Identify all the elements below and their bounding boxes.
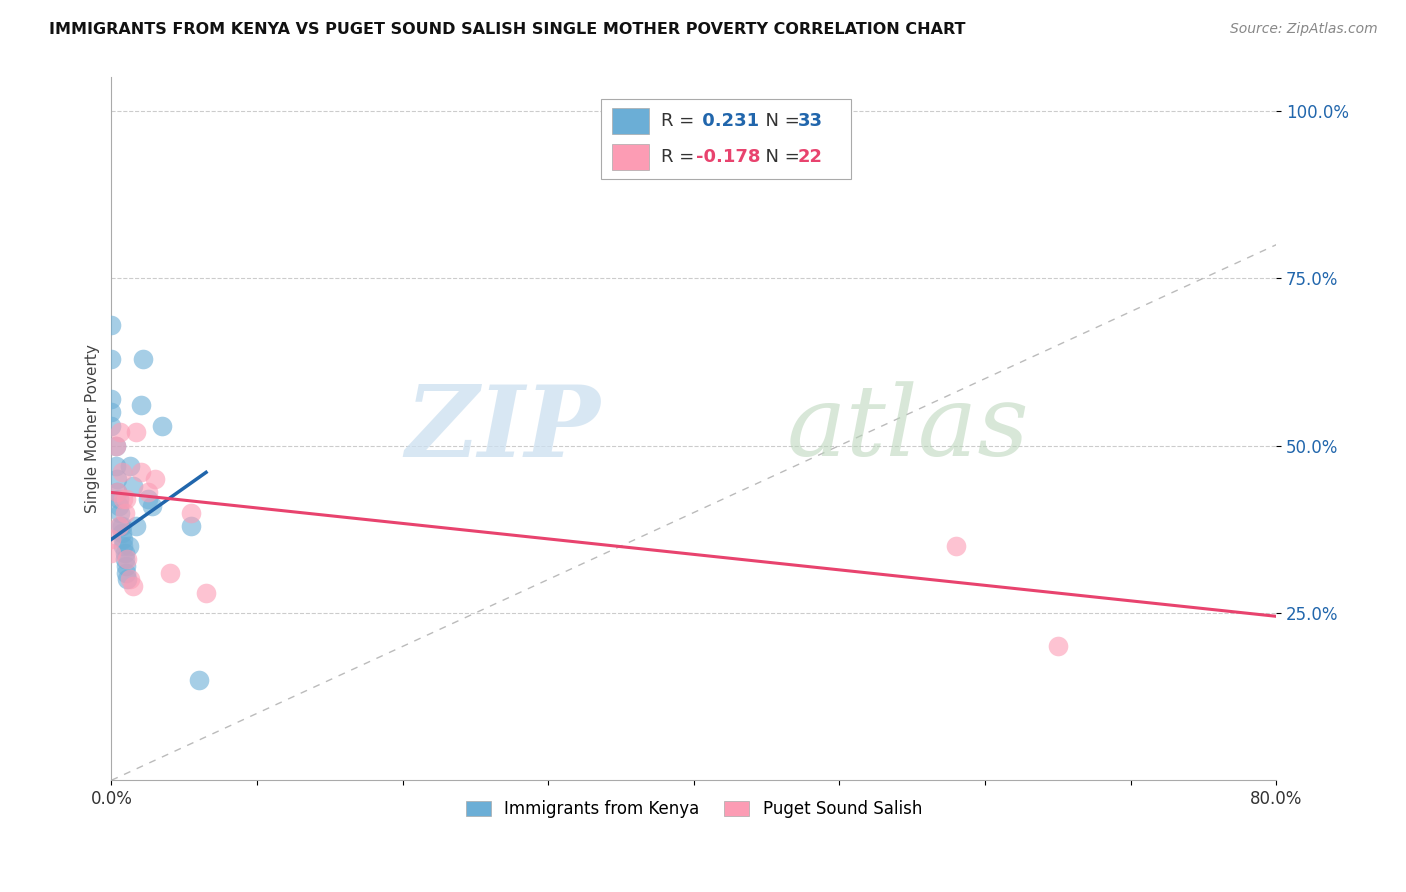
Point — [115, 566, 138, 580]
Text: R =: R = — [661, 112, 700, 130]
Point — [143, 472, 166, 486]
Point — [115, 492, 138, 507]
Point — [117, 552, 139, 566]
Point — [112, 492, 135, 507]
Point — [104, 439, 127, 453]
Text: 33: 33 — [797, 112, 823, 130]
Point — [110, 525, 132, 540]
Point — [104, 439, 127, 453]
Point — [110, 466, 132, 480]
Point — [100, 318, 122, 332]
Point — [187, 673, 209, 687]
Text: R =: R = — [661, 148, 700, 166]
Point — [132, 351, 155, 366]
Point — [125, 519, 148, 533]
Point — [118, 539, 141, 553]
Point — [114, 506, 136, 520]
Point — [150, 418, 173, 433]
Point — [107, 519, 129, 533]
Point — [105, 485, 128, 500]
Point — [141, 499, 163, 513]
Point — [104, 458, 127, 473]
Point — [195, 586, 218, 600]
Point — [180, 506, 202, 520]
Point — [107, 492, 129, 507]
Point — [100, 405, 122, 419]
Point — [117, 573, 139, 587]
Point — [125, 425, 148, 440]
Point — [122, 479, 145, 493]
Point — [122, 579, 145, 593]
Text: atlas: atlas — [787, 381, 1029, 476]
Point — [100, 546, 122, 560]
Point — [129, 466, 152, 480]
Point — [100, 392, 122, 406]
Text: N =: N = — [754, 148, 806, 166]
Point — [100, 351, 122, 366]
Y-axis label: Single Mother Poverty: Single Mother Poverty — [86, 344, 100, 513]
Point — [100, 418, 122, 433]
FancyBboxPatch shape — [612, 108, 650, 134]
Point — [108, 519, 131, 533]
Text: N =: N = — [754, 112, 806, 130]
Point — [180, 519, 202, 533]
Point — [120, 573, 142, 587]
Point — [110, 519, 132, 533]
FancyBboxPatch shape — [600, 98, 851, 179]
Point — [945, 539, 967, 553]
Point — [105, 485, 128, 500]
Point — [108, 425, 131, 440]
Text: 0.231: 0.231 — [696, 112, 759, 130]
Point — [112, 539, 135, 553]
Point — [107, 499, 129, 513]
Text: 22: 22 — [797, 148, 823, 166]
Point — [112, 533, 135, 547]
Text: Source: ZipAtlas.com: Source: ZipAtlas.com — [1230, 22, 1378, 37]
Text: ZIP: ZIP — [405, 381, 600, 477]
Legend: Immigrants from Kenya, Puget Sound Salish: Immigrants from Kenya, Puget Sound Salis… — [458, 793, 928, 825]
Point — [159, 566, 181, 580]
Point — [136, 492, 159, 507]
Point — [100, 533, 122, 547]
Point — [105, 472, 128, 486]
Point — [129, 399, 152, 413]
FancyBboxPatch shape — [612, 144, 650, 169]
Text: -0.178: -0.178 — [696, 148, 761, 166]
Point — [115, 559, 138, 574]
Point — [114, 552, 136, 566]
Point — [120, 458, 142, 473]
Point — [1046, 640, 1069, 654]
Point — [114, 546, 136, 560]
Point — [136, 485, 159, 500]
Point — [108, 506, 131, 520]
Text: IMMIGRANTS FROM KENYA VS PUGET SOUND SALISH SINGLE MOTHER POVERTY CORRELATION CH: IMMIGRANTS FROM KENYA VS PUGET SOUND SAL… — [49, 22, 966, 37]
